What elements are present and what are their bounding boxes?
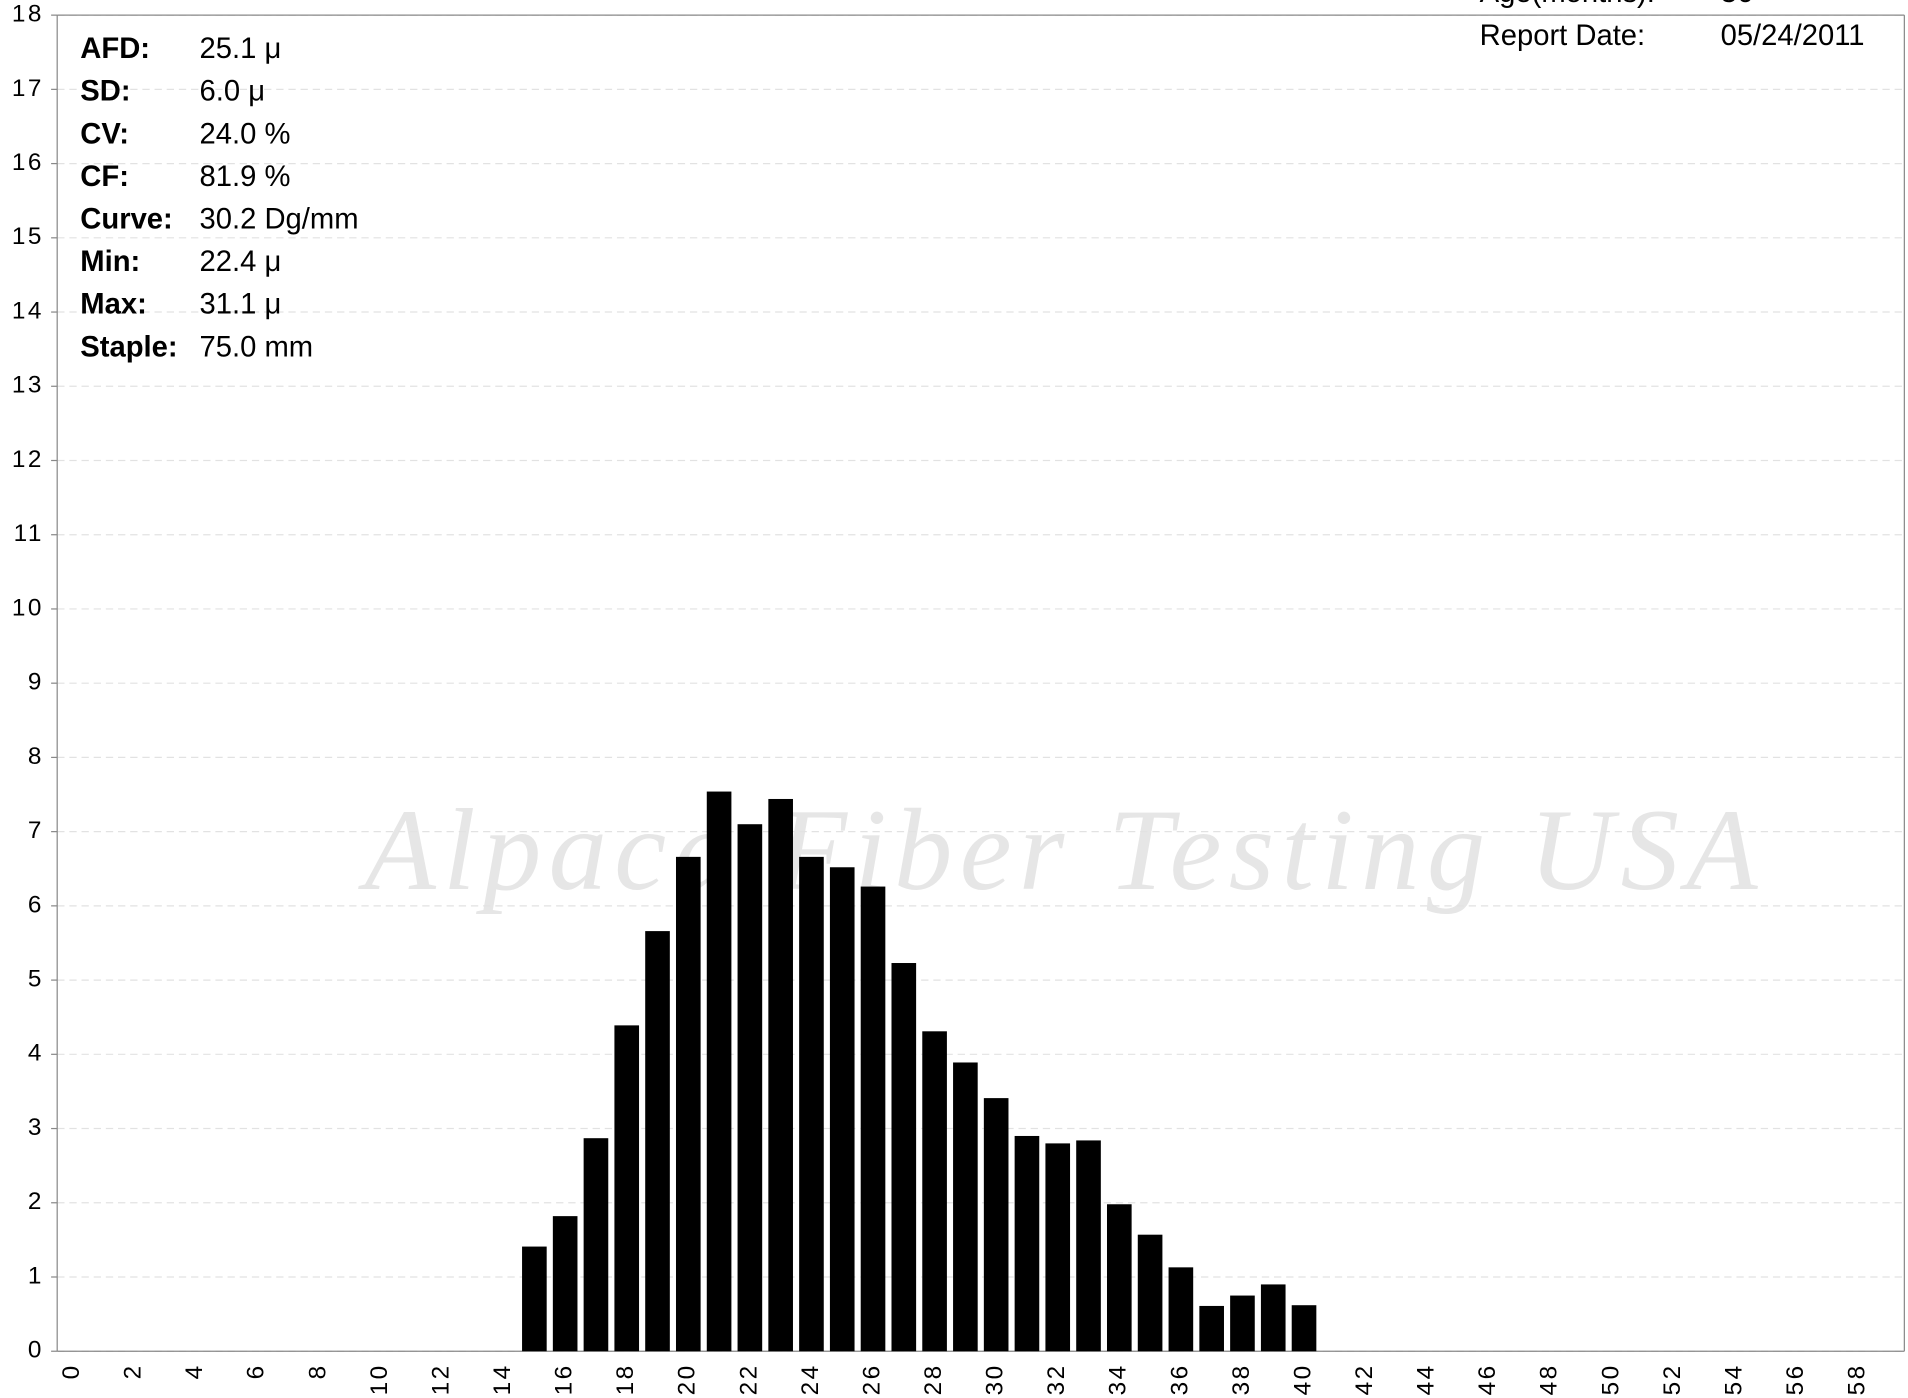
y-tick-label: 4 <box>28 1040 44 1067</box>
y-tick-label: 5 <box>28 966 44 993</box>
x-tick-label: 24 <box>797 1363 824 1395</box>
stat-label: CF: <box>80 161 129 193</box>
y-tick-label: 7 <box>28 817 44 844</box>
y-tick-label: 11 <box>14 520 44 547</box>
x-tick-label: 32 <box>1043 1363 1070 1395</box>
y-tick-label: 18 <box>12 1 44 28</box>
stat-label: Staple: <box>80 331 177 363</box>
x-tick-label: 16 <box>551 1363 578 1395</box>
x-tick-label: 40 <box>1289 1363 1316 1395</box>
x-tick-label: 56 <box>1782 1363 1809 1395</box>
stat-value: 30.2 Dg/mm <box>200 204 359 236</box>
x-tick-label: 50 <box>1597 1363 1624 1395</box>
stat-value: 6.0 μ <box>200 76 266 108</box>
bar <box>552 1216 578 1352</box>
x-tick-label: 38 <box>1228 1363 1255 1395</box>
bar <box>1014 1135 1040 1352</box>
y-tick-label: 0 <box>28 1337 44 1364</box>
bar <box>1260 1284 1286 1352</box>
x-tick-label: 26 <box>858 1363 885 1395</box>
x-tick-label: 8 <box>304 1363 331 1379</box>
bar <box>1199 1305 1224 1352</box>
bar <box>1045 1143 1071 1352</box>
x-tick-label: 34 <box>1105 1363 1132 1395</box>
bar <box>1230 1295 1255 1352</box>
y-tick-label: 16 <box>12 149 44 176</box>
x-tick-label: 58 <box>1844 1363 1871 1395</box>
bar <box>583 1138 609 1352</box>
stat-label: Min: <box>80 246 140 278</box>
x-tick-label: 28 <box>920 1363 947 1395</box>
x-tick-label: 20 <box>674 1363 701 1395</box>
x-tick-label: 10 <box>366 1363 393 1395</box>
y-tick-label: 15 <box>12 223 44 250</box>
watermark: Alpaca Fiber Testing USA <box>358 786 1765 915</box>
y-tick-label: 3 <box>28 1114 44 1141</box>
bar <box>614 1025 640 1352</box>
stat-label: AFD: <box>80 33 150 65</box>
bar <box>1137 1234 1163 1352</box>
bar <box>645 931 670 1352</box>
y-tick-label: 8 <box>28 743 44 770</box>
stat-value: 22.4 μ <box>200 246 282 278</box>
x-tick-label: 48 <box>1536 1363 1563 1395</box>
bar <box>860 886 886 1352</box>
bar <box>768 798 793 1352</box>
y-tick-label: 17 <box>12 75 44 102</box>
x-tick-label: 52 <box>1659 1363 1686 1395</box>
bar <box>706 791 732 1352</box>
x-tick-label: 42 <box>1351 1363 1378 1395</box>
stat-label: CV: <box>80 118 129 150</box>
y-tick-label: 12 <box>12 446 44 473</box>
stat-label: Curve: <box>80 204 172 236</box>
y-tick-label: 9 <box>28 669 44 696</box>
bar <box>891 963 917 1352</box>
bar <box>922 1031 947 1352</box>
bar <box>983 1098 1009 1352</box>
bar <box>1106 1204 1132 1352</box>
x-tick-label: 14 <box>489 1363 516 1395</box>
y-tick-label: 1 <box>28 1262 44 1289</box>
x-tick-label: 2 <box>120 1363 147 1379</box>
bar <box>829 867 855 1352</box>
stat-label: Max: <box>80 289 147 321</box>
header-value: 05/24/2011 <box>1721 20 1865 52</box>
x-tick-label: 36 <box>1166 1363 1193 1395</box>
x-tick-label: 6 <box>243 1363 270 1379</box>
x-tick-label: 44 <box>1413 1363 1440 1395</box>
header-label: Report Date: <box>1480 20 1645 52</box>
stat-value: 24.0 % <box>200 118 291 150</box>
stat-label: SD: <box>80 76 130 108</box>
bar <box>1076 1140 1101 1352</box>
y-tick-label: 14 <box>12 297 44 324</box>
y-tick-label: 10 <box>12 594 44 621</box>
y-tick-label: 13 <box>12 372 44 399</box>
bar <box>675 856 701 1352</box>
header-label: Age(months): <box>1480 0 1655 9</box>
stat-value: 81.9 % <box>200 161 291 193</box>
x-tick-label: 46 <box>1474 1363 1501 1395</box>
y-tick-label: 2 <box>28 1188 44 1215</box>
x-tick-label: 4 <box>181 1363 208 1379</box>
stat-value: 31.1 μ <box>200 289 282 321</box>
bar <box>522 1246 547 1352</box>
bar <box>1168 1267 1194 1352</box>
header-value: 36 <box>1721 0 1753 9</box>
bar <box>799 856 824 1352</box>
x-tick-label: 22 <box>735 1363 762 1395</box>
stat-value: 25.1 μ <box>200 33 282 65</box>
x-tick-label: 0 <box>58 1363 85 1379</box>
bar <box>953 1062 978 1352</box>
x-tick-label: 30 <box>982 1363 1009 1395</box>
bar <box>737 824 763 1352</box>
x-tick-label: 18 <box>612 1363 639 1395</box>
y-tick-label: 6 <box>28 891 44 918</box>
x-tick-label: 12 <box>427 1363 454 1395</box>
stat-value: 75.0 mm <box>200 331 314 363</box>
x-tick-label: 54 <box>1720 1363 1747 1395</box>
bar <box>1291 1305 1317 1352</box>
